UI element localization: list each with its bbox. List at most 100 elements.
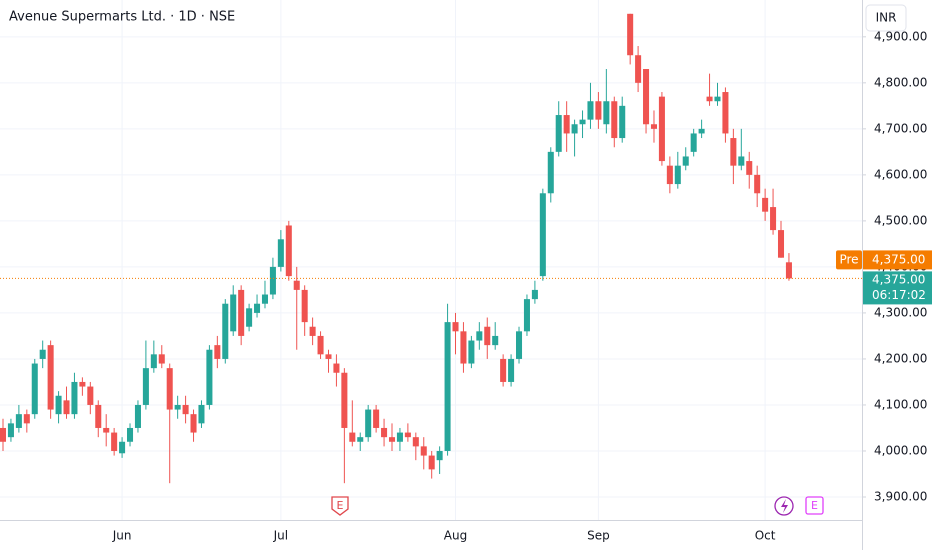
candle-body <box>23 414 30 424</box>
event-icon[interactable] <box>331 496 349 516</box>
candle-body <box>95 404 102 428</box>
last-price-box <box>863 271 932 305</box>
candle-body <box>285 225 292 277</box>
candle-body <box>476 331 483 341</box>
chart-title: Avenue Supermarts Ltd. · 1D · NSE <box>9 10 235 25</box>
candle-body <box>428 455 435 470</box>
candle-body <box>460 331 467 364</box>
candle-body <box>246 308 253 327</box>
event-label[interactable]: E <box>337 499 344 512</box>
candle-body <box>0 427 7 442</box>
event-label[interactable]: E <box>811 499 818 512</box>
candle-body <box>698 128 705 134</box>
candle-body <box>690 133 697 152</box>
candle-body <box>341 372 348 428</box>
candle-body <box>63 400 70 415</box>
candle-body <box>603 101 610 125</box>
currency[interactable]: INR <box>876 11 897 25</box>
candle-body <box>150 354 157 369</box>
candle-body <box>47 345 54 410</box>
candle-body <box>571 124 578 134</box>
pre-price-box <box>863 250 932 270</box>
candle-body <box>349 432 356 442</box>
y-tick-label: 4,200.00 <box>874 351 927 365</box>
y-tick-label: 3,900.00 <box>874 489 927 503</box>
candle-body <box>444 322 451 451</box>
candle-body <box>301 289 308 323</box>
candle-body <box>182 404 189 415</box>
y-tick-label: 4,700.00 <box>874 121 927 135</box>
candle-body <box>619 105 626 139</box>
price-labels: Pre 4,375.00 4,375.00 06:17:02 <box>836 250 932 305</box>
candle-body <box>214 345 221 359</box>
candle-body <box>730 138 737 166</box>
candle-body <box>714 96 721 102</box>
candle-body <box>254 303 261 313</box>
candle-body <box>500 358 507 382</box>
candle-body <box>452 322 459 332</box>
event-marker[interactable]: E <box>331 496 349 516</box>
x-tick-label: Aug <box>444 529 467 543</box>
candle-body <box>492 335 499 346</box>
candle-body <box>650 124 657 129</box>
currency-box[interactable] <box>865 4 907 32</box>
candle-body <box>357 437 364 442</box>
lightning <box>781 499 788 513</box>
candle-body <box>158 354 165 364</box>
candle-body <box>547 151 554 194</box>
candle-body <box>388 437 396 442</box>
candle-body <box>111 432 118 451</box>
candle-body <box>770 207 777 231</box>
candle-body <box>293 280 300 290</box>
candle-body <box>71 381 78 415</box>
candle-body <box>627 13 634 56</box>
candle-body <box>198 404 205 424</box>
candle-body <box>309 326 316 336</box>
x-tick-label: Jun <box>112 529 132 543</box>
candle-body <box>31 363 38 415</box>
candle-body <box>55 395 62 415</box>
event-marker[interactable]: E <box>805 496 824 515</box>
candle-body <box>261 294 268 304</box>
candle-body <box>635 55 642 83</box>
candle-body <box>643 69 650 125</box>
candle-body <box>238 289 245 336</box>
candle-body <box>119 441 126 454</box>
dividend-marker[interactable] <box>774 496 794 516</box>
candle-body <box>87 386 94 405</box>
y-tick-label: 4,100.00 <box>874 397 927 411</box>
candle-body <box>127 427 134 442</box>
x-tick-label: Jul <box>273 529 288 543</box>
candle-body <box>277 239 284 267</box>
candle-body <box>230 294 237 332</box>
candle-body <box>579 119 586 125</box>
candle-body <box>785 262 792 279</box>
y-tick-label: 4,800.00 <box>874 75 927 89</box>
candle-body <box>666 165 673 185</box>
candle-body <box>396 432 403 442</box>
candle-body <box>420 446 427 456</box>
countdown: 06:17:02 <box>872 288 926 302</box>
candle-body <box>531 289 538 300</box>
last-price: 4,375.00 <box>872 272 925 286</box>
candle-body <box>381 427 388 438</box>
candle-body <box>595 101 602 120</box>
candle-body <box>206 349 213 405</box>
candle-body <box>658 96 665 162</box>
candle-body <box>563 115 570 134</box>
candle-body <box>539 193 546 277</box>
candle-body <box>682 156 689 166</box>
x-tick-label: Oct <box>755 529 776 543</box>
event-icon[interactable] <box>805 496 824 515</box>
candle-body <box>484 326 491 346</box>
candle-body <box>79 381 86 387</box>
candle-body <box>777 230 785 258</box>
candle-body <box>523 299 530 332</box>
candle-body <box>269 266 276 295</box>
candle-body <box>587 101 594 120</box>
pre-tag: Pre <box>839 252 858 266</box>
y-tick-label: 4,000.00 <box>874 443 927 457</box>
candle-body <box>134 404 141 428</box>
y-tick-label: 4,500.00 <box>874 213 927 227</box>
candle-body <box>738 156 745 166</box>
